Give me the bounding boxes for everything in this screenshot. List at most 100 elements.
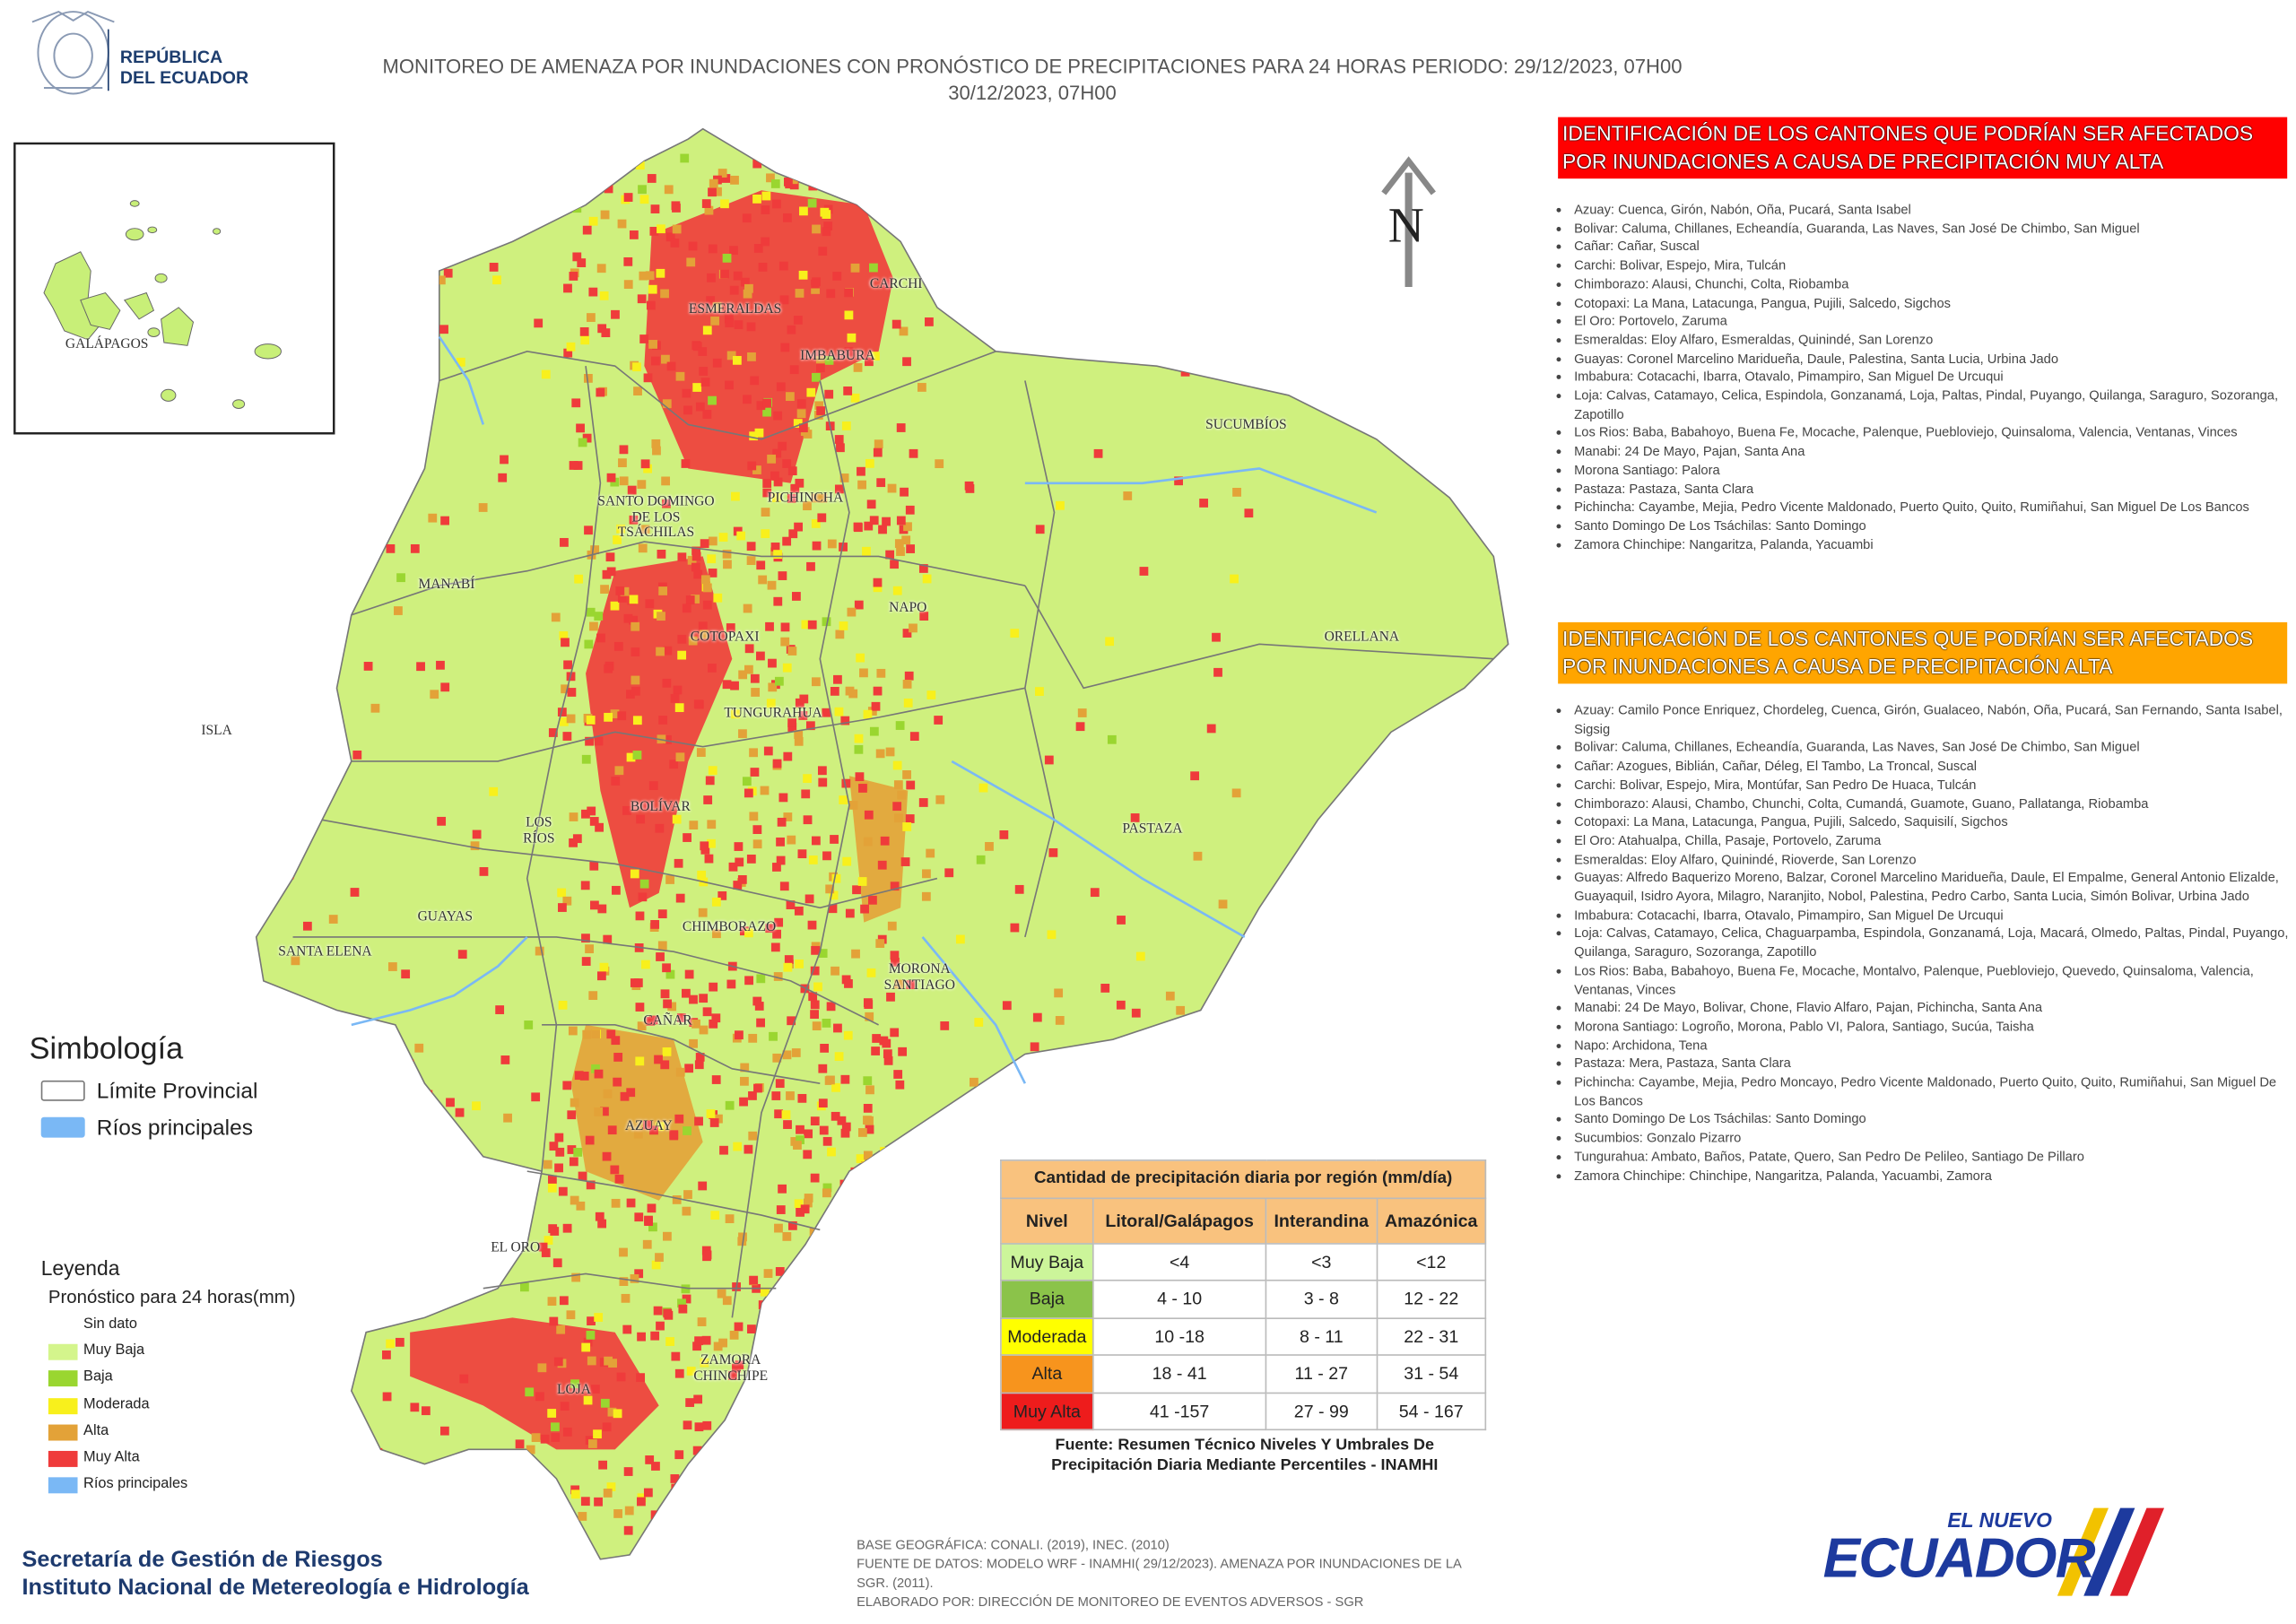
raster-cell	[818, 493, 828, 503]
raster-cell	[708, 395, 717, 405]
raster-cell	[811, 372, 821, 382]
raster-cell	[883, 280, 892, 289]
raster-cell	[831, 1082, 840, 1092]
raster-cell	[815, 355, 825, 365]
raster-cell	[535, 1392, 544, 1402]
raster-cell	[863, 1447, 873, 1457]
raster-cell	[827, 539, 837, 549]
raster-cell	[728, 862, 738, 872]
raster-cell	[752, 825, 762, 835]
raster-cell	[746, 322, 756, 332]
raster-cell	[708, 187, 717, 197]
raster-cell	[648, 340, 658, 349]
raster-cell	[1077, 708, 1087, 717]
raster-cell	[729, 246, 738, 256]
raster-cell	[799, 694, 809, 704]
raster-cell	[605, 552, 615, 562]
raster-cell	[902, 629, 912, 638]
raster-cell	[804, 1494, 814, 1504]
raster-cell	[870, 1264, 880, 1273]
raster-cell	[694, 1116, 703, 1126]
raster-cell	[840, 716, 850, 725]
raster-cell	[693, 1506, 703, 1515]
raster-cell	[710, 316, 720, 326]
raster-cell	[900, 487, 909, 497]
raster-cell	[597, 904, 607, 914]
raster-cell	[861, 155, 871, 165]
legend-item: Sin dato	[48, 1316, 137, 1334]
raster-cell	[780, 343, 790, 352]
raster-cell	[810, 966, 820, 976]
raster-cell	[744, 976, 753, 986]
raster-cell	[717, 1289, 726, 1298]
raster-cell	[778, 1280, 788, 1290]
raster-cell	[747, 145, 756, 155]
raster-cell	[584, 639, 594, 649]
raster-cell	[883, 1055, 893, 1065]
raster-cell	[559, 716, 569, 726]
raster-cell	[801, 620, 811, 630]
raster-cell	[587, 1356, 596, 1366]
raster-cell	[839, 621, 848, 630]
raster-cell	[613, 1053, 623, 1062]
raster-cell	[898, 1046, 908, 1056]
raster-cell	[670, 239, 680, 248]
raster-cell	[1090, 888, 1100, 898]
raster-cell	[580, 335, 590, 345]
source-line: Fuente: Resumen Técnico Niveles Y Umbral…	[1055, 1436, 1435, 1455]
raster-cell	[818, 1064, 828, 1073]
raster-cell	[653, 1306, 663, 1316]
raster-cell	[702, 1007, 712, 1017]
raster-cell	[579, 326, 589, 336]
raster-cell	[765, 621, 774, 631]
raster-cell	[1135, 951, 1145, 961]
table-cell: Alta	[1000, 1354, 1094, 1394]
raster-cell	[570, 1098, 579, 1107]
raster-cell	[322, 1238, 332, 1248]
raster-cell	[793, 1141, 802, 1150]
raster-cell	[629, 595, 639, 604]
raster-cell	[607, 1125, 617, 1135]
raster-cell	[421, 1406, 430, 1416]
raster-cell	[414, 1043, 424, 1053]
raster-cell	[811, 285, 820, 294]
raster-cell	[892, 760, 902, 770]
raster-cell	[1075, 722, 1085, 732]
raster-cell	[489, 263, 499, 272]
raster-cell	[280, 1158, 289, 1168]
raster-cell	[810, 1010, 819, 1020]
alert-list: Azuay: Cuenca, Girón, Nabón, Oña, Pucará…	[1558, 201, 2296, 554]
raster-cell	[830, 686, 839, 696]
raster-cell	[796, 399, 806, 409]
raster-cell	[775, 1079, 785, 1089]
raster-cell	[633, 386, 642, 396]
province-label: LOJA	[557, 1383, 591, 1398]
raster-cell	[845, 908, 855, 918]
raster-cell	[778, 441, 787, 451]
raster-cell	[806, 561, 815, 571]
raster-cell	[1221, 1098, 1231, 1107]
raster-cell	[656, 1321, 665, 1331]
alert-item: Pastaza: Mera, Pastaza, Santa Clara	[1574, 1055, 2296, 1073]
raster-cell	[711, 1013, 721, 1023]
raster-cell	[857, 1128, 867, 1137]
raster-cell	[673, 685, 683, 695]
raster-cell	[847, 333, 857, 343]
raster-cell	[587, 1439, 597, 1448]
raster-cell	[843, 1030, 853, 1040]
raster-cell	[744, 664, 753, 674]
raster-cell	[419, 1115, 429, 1125]
raster-cell	[885, 747, 895, 757]
raster-cell	[776, 1394, 785, 1404]
raster-cell	[586, 716, 596, 725]
raster-cell	[648, 1015, 658, 1025]
raster-cell	[492, 275, 501, 285]
raster-cell	[309, 712, 317, 722]
legend-item: Alta	[48, 1423, 109, 1441]
raster-cell	[907, 170, 917, 179]
raster-cell	[772, 929, 781, 939]
raster-cell	[495, 1005, 505, 1014]
raster-cell	[695, 1053, 705, 1062]
raster-cell	[842, 856, 852, 866]
